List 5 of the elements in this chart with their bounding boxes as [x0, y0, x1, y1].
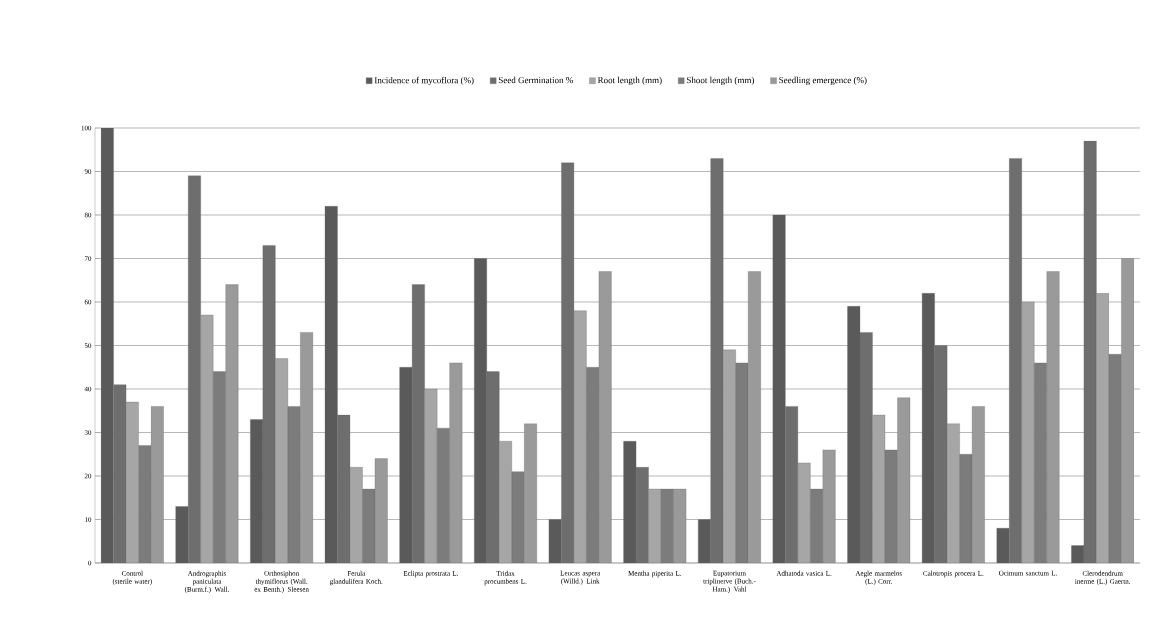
legend-label: Incidence of mycoflora (%)	[374, 76, 474, 86]
legend-label: Shoot length (mm)	[686, 76, 754, 86]
legend-label: Root length (mm)	[597, 76, 662, 86]
legend-label: Seedling emergence (%)	[779, 76, 867, 86]
legend-label: Seed Germination %	[498, 76, 573, 84]
